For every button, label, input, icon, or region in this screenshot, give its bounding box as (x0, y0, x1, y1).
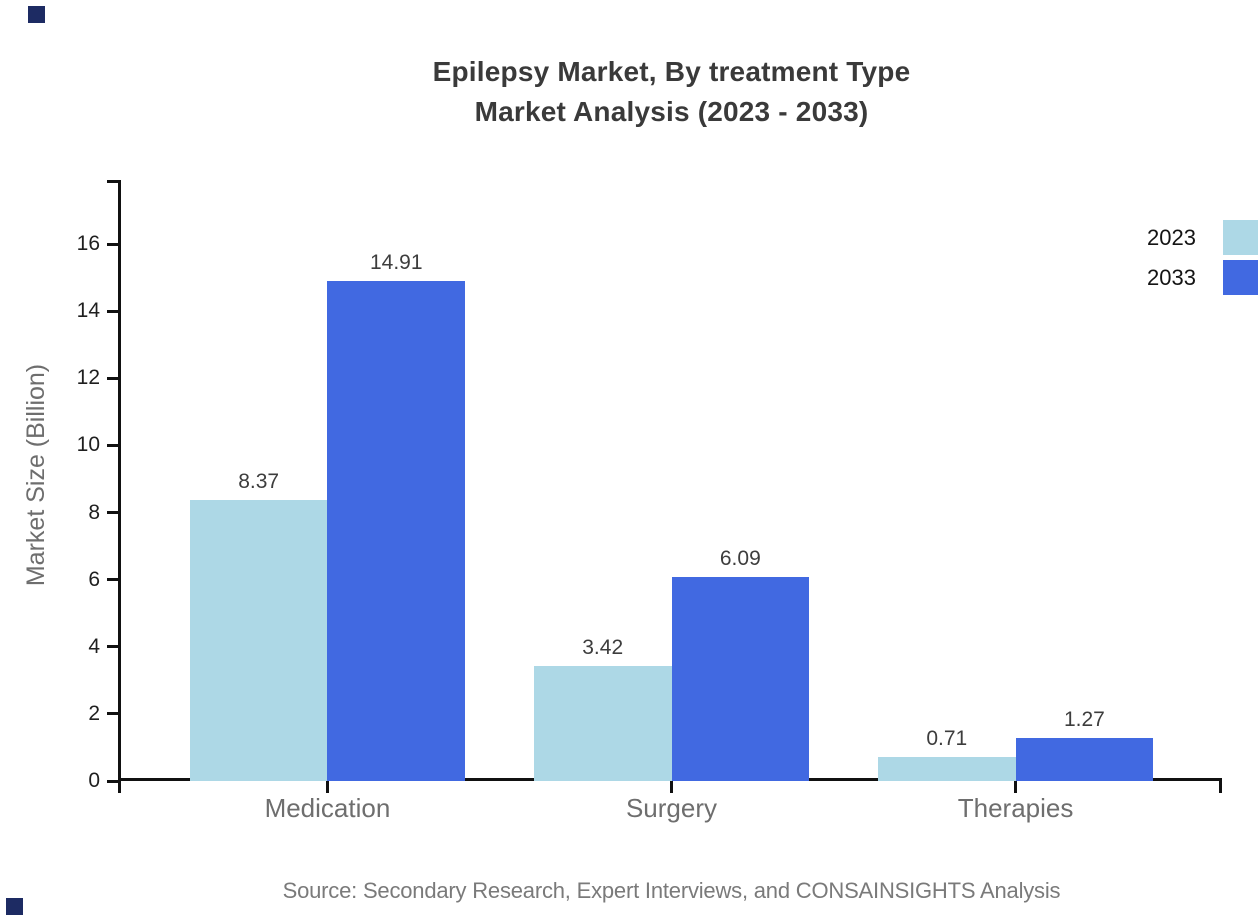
value-label-2023-medication: 8.37 (238, 470, 280, 494)
x-tick-mark-therapies (1014, 781, 1018, 793)
y-tick-label-4: 4 (88, 634, 100, 658)
chart-title-line2: Market Analysis (2023 - 2033) (474, 96, 869, 127)
brand-corner-bottom-left (6, 898, 23, 915)
value-label-2033-surgery: 6.09 (719, 546, 761, 570)
y-tick-mark-14 (107, 309, 121, 313)
source-note: Source: Secondary Research, Expert Inter… (282, 878, 1061, 903)
value-label-2033-medication: 14.91 (369, 250, 423, 274)
legend-label-2033: 2033 (1147, 265, 1196, 290)
y-tick-label-6: 6 (88, 567, 100, 591)
legend-label-2023: 2023 (1147, 225, 1196, 250)
y-tick-label-2: 2 (88, 701, 100, 725)
bar-2023-surgery (533, 666, 672, 781)
x-tick-mark-medication (325, 781, 329, 793)
y-tick-label-10: 10 (76, 433, 100, 457)
y-axis-line (118, 180, 121, 793)
value-label-2023-surgery: 3.42 (582, 636, 624, 660)
y-tick-mark-0 (107, 779, 121, 783)
x-category-label-therapies: Therapies (957, 793, 1074, 823)
bar-2023-therapies (877, 757, 1016, 781)
bar-2033-medication (327, 280, 466, 781)
brand-corner-top-left (28, 6, 45, 23)
bar-2023-medication (189, 500, 328, 781)
value-label-2033-therapies: 1.27 (1063, 708, 1105, 732)
y-tick-label-16: 16 (76, 232, 100, 256)
x-tick-mark-surgery (670, 781, 673, 793)
chart-title-line1: Epilepsy Market, By treatment Type (432, 56, 911, 87)
bar-2033-therapies (1015, 738, 1154, 781)
y-tick-label-12: 12 (76, 366, 100, 390)
chart-title: Epilepsy Market, By treatment Type Marke… (121, 52, 1222, 132)
bar-2033-surgery (671, 576, 810, 781)
x-category-label-medication: Medication (264, 793, 391, 823)
x-axis-end-cap (1219, 778, 1222, 793)
y-tick-mark-4 (107, 645, 121, 649)
y-axis-end-cap (107, 180, 121, 183)
y-tick-mark-16 (107, 242, 121, 246)
y-tick-mark-10 (107, 443, 121, 447)
legend-swatch-2023 (1223, 220, 1258, 255)
y-axis-label: Market Size (Billion) (22, 363, 50, 587)
value-label-2023-therapies: 0.71 (926, 727, 968, 751)
y-tick-label-0: 0 (88, 769, 100, 792)
x-category-label-surgery: Surgery (625, 793, 718, 823)
y-tick-mark-12 (107, 376, 121, 380)
y-tick-label-14: 14 (76, 299, 100, 323)
legend-swatch-2033 (1223, 260, 1258, 295)
y-tick-mark-8 (107, 511, 121, 515)
y-tick-label-8: 8 (88, 500, 100, 524)
y-tick-mark-6 (107, 578, 121, 582)
y-tick-mark-2 (107, 712, 121, 716)
